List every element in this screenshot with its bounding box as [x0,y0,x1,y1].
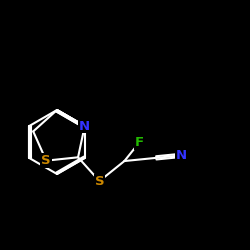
Text: N: N [79,120,90,132]
Text: S: S [95,174,104,188]
Text: S: S [42,154,51,167]
Text: F: F [135,136,144,149]
Text: N: N [176,149,187,162]
